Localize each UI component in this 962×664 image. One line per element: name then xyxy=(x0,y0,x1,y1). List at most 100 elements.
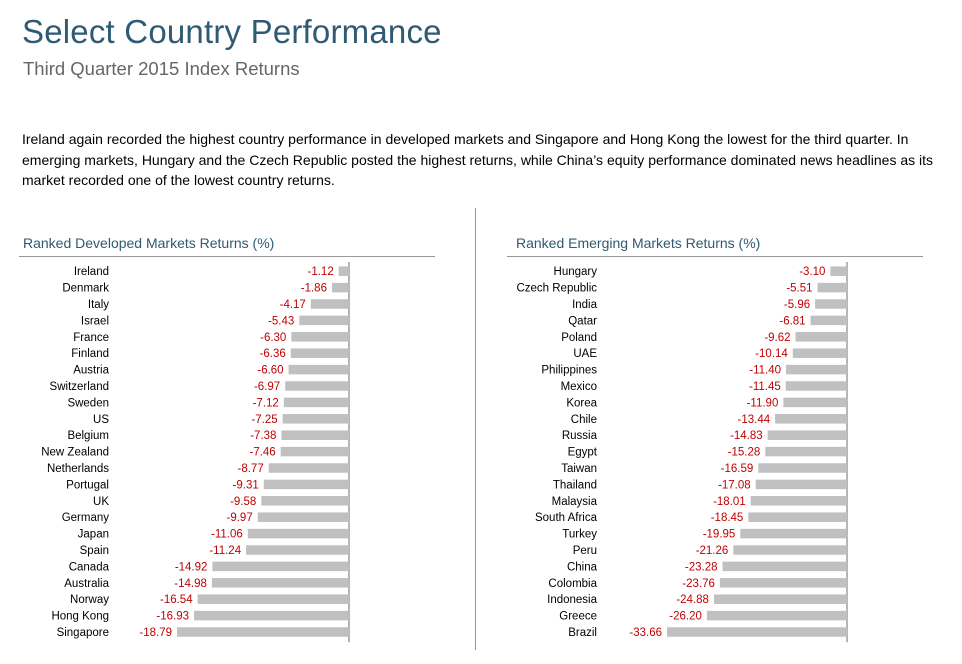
category-label: US xyxy=(93,414,109,426)
value-label: -13.44 xyxy=(738,414,771,426)
category-label: Denmark xyxy=(62,283,109,295)
value-label: -9.97 xyxy=(227,512,253,524)
category-label: New Zealand xyxy=(41,447,109,459)
category-label: Belgium xyxy=(67,430,109,442)
category-label: Colombia xyxy=(548,578,597,590)
bar xyxy=(212,561,349,572)
bar xyxy=(775,414,847,424)
category-label: Qatar xyxy=(568,315,597,327)
category-label: Brazil xyxy=(568,627,597,639)
value-label: -3.10 xyxy=(799,266,825,278)
page-title: Select Country Performance xyxy=(22,13,442,50)
category-label: Hungary xyxy=(554,266,598,278)
bar xyxy=(758,463,847,473)
value-label: -23.28 xyxy=(685,561,718,573)
bar xyxy=(197,594,349,604)
bar xyxy=(750,496,847,506)
category-label: Czech Republic xyxy=(516,283,597,295)
emerging-chart-title: Ranked Emerging Markets Returns (%) xyxy=(516,235,761,251)
value-label: -11.40 xyxy=(749,365,781,377)
bar xyxy=(290,348,349,358)
value-label: -11.90 xyxy=(747,397,779,409)
value-label: -23.76 xyxy=(682,578,715,590)
bar xyxy=(338,266,349,276)
bar xyxy=(815,299,847,309)
bar xyxy=(765,446,847,457)
page-subtitle: Third Quarter 2015 Index Returns xyxy=(23,58,300,79)
developed-chart-title: Ranked Developed Markets Returns (%) xyxy=(23,235,275,251)
value-label: -24.88 xyxy=(676,594,709,606)
value-label: -9.31 xyxy=(233,479,259,491)
value-label: -6.81 xyxy=(779,315,805,327)
category-label: Malaysia xyxy=(552,496,598,508)
category-label: Finland xyxy=(71,348,109,360)
category-label: Russia xyxy=(562,430,598,442)
value-label: -1.86 xyxy=(301,283,327,295)
value-label: -11.45 xyxy=(749,381,781,393)
bar xyxy=(280,446,349,457)
bar xyxy=(719,578,847,588)
category-label: Australia xyxy=(64,578,109,590)
category-label: Switzerland xyxy=(50,381,109,393)
value-label: -6.60 xyxy=(257,365,283,377)
category-label: Austria xyxy=(73,365,109,377)
value-label: -5.96 xyxy=(784,299,810,311)
bar xyxy=(211,578,349,588)
bar xyxy=(667,627,847,637)
category-label: Thailand xyxy=(553,479,597,491)
bar xyxy=(263,479,349,490)
bar xyxy=(268,463,349,473)
bar xyxy=(283,397,349,408)
category-label: Chile xyxy=(571,414,597,426)
category-label: Taiwan xyxy=(561,463,597,475)
bar xyxy=(194,610,349,621)
category-label: Singapore xyxy=(57,627,109,639)
category-label: UAE xyxy=(573,348,597,360)
bar xyxy=(733,545,847,555)
category-label: Mexico xyxy=(561,381,597,393)
emerging-markets-chart: Hungary -3.10 Czech Republic -5.51 India -5.9… xyxy=(516,262,848,643)
category-label: UK xyxy=(93,496,109,508)
bar xyxy=(246,545,349,555)
value-label: -1.12 xyxy=(308,266,334,278)
category-label: Netherlands xyxy=(47,463,109,475)
bar xyxy=(785,381,847,391)
value-label: -21.26 xyxy=(696,545,729,557)
bar xyxy=(291,332,349,342)
bar xyxy=(767,430,847,440)
bar xyxy=(281,430,349,440)
category-label: Spain xyxy=(80,545,109,557)
bar xyxy=(331,282,349,293)
value-label: -11.24 xyxy=(209,545,241,557)
category-label: Greece xyxy=(559,611,597,623)
intro-paragraph: Ireland again recorded the highest count… xyxy=(22,131,934,188)
bar xyxy=(261,496,349,506)
bar xyxy=(810,315,847,326)
category-label: Canada xyxy=(69,561,110,573)
bar xyxy=(830,266,847,276)
category-label: South Africa xyxy=(535,512,598,524)
developed-chart-rule xyxy=(19,256,435,257)
bar xyxy=(310,299,349,309)
value-label: -10.14 xyxy=(755,348,788,360)
category-label: Peru xyxy=(573,545,597,557)
value-label: -18.45 xyxy=(711,512,744,524)
category-label: Norway xyxy=(70,594,109,606)
value-label: -5.51 xyxy=(786,283,812,295)
category-label: India xyxy=(572,299,598,311)
bar xyxy=(299,315,349,326)
category-label: Sweden xyxy=(67,397,109,409)
category-label: Poland xyxy=(561,332,597,344)
bar xyxy=(740,528,847,539)
category-label: Ireland xyxy=(74,266,109,278)
value-label: -5.43 xyxy=(268,315,294,327)
value-label: -18.01 xyxy=(713,496,746,508)
category-label: Korea xyxy=(566,397,597,409)
emerging-chart-rule xyxy=(507,256,923,257)
category-label: Egypt xyxy=(568,447,598,459)
bar xyxy=(795,332,847,342)
value-label: -6.30 xyxy=(260,332,286,344)
bar xyxy=(177,627,349,637)
value-label: -18.79 xyxy=(139,627,172,639)
bar xyxy=(282,414,349,424)
